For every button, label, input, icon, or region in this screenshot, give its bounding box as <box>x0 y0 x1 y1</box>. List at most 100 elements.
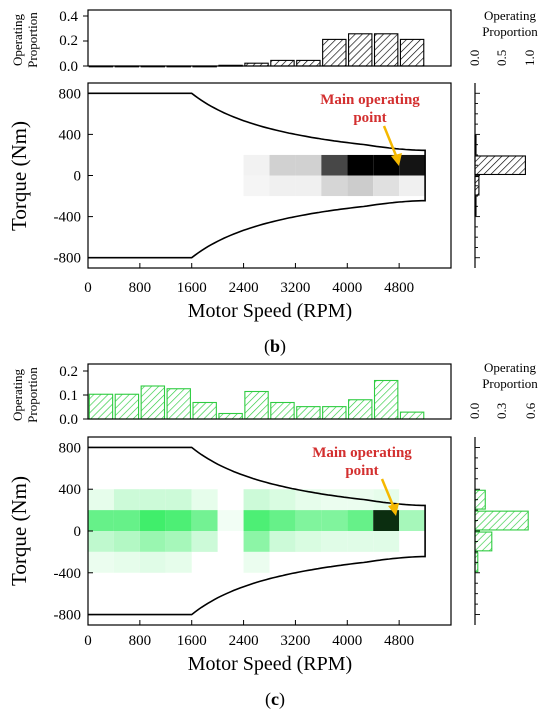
panel-c-heatmap-cell <box>347 531 374 552</box>
panel-b-heatmap-cells <box>243 154 426 197</box>
panel-c-heatmap-cell <box>139 551 166 573</box>
panel-b-label-letter: b <box>270 336 280 356</box>
panel-c-heatmap-cell <box>295 489 322 511</box>
panel-b-xtick-label: 4000 <box>332 280 362 296</box>
panel-c-heatmap-cell <box>373 510 400 531</box>
panel-b-top-bar <box>270 59 295 67</box>
panel-c-heatmap-cell <box>321 489 348 511</box>
panel-c-top-bar <box>166 388 191 420</box>
panel-c-xtick-label: 4800 <box>384 633 414 649</box>
panel-b-heatmap-cell <box>243 154 270 176</box>
panel-b-heatmap-cell <box>243 175 270 197</box>
panel-c: Operating Proportion 0.0 0.1 0.2 Torque … <box>7 360 538 710</box>
panel-c-top-frame <box>87 363 452 420</box>
panel-b-top-ytick-1: 0.2 <box>59 33 78 49</box>
panel-b-right-xtick-0: 0.0 <box>467 50 482 66</box>
panel-b-top-bars <box>88 33 425 68</box>
panel-c-heatmap-cell <box>165 489 192 511</box>
panel-c-heatmap-cell <box>243 531 270 552</box>
panel-b-top-ytick-0: 0.0 <box>59 59 78 75</box>
panel-c-top-bar <box>88 393 114 420</box>
panel-b-xtick-label: 4800 <box>384 280 414 296</box>
panel-b-heatmap-cell <box>399 154 426 176</box>
panel-c-heatmap-cell <box>217 510 244 531</box>
panel-c-label-open: ( <box>265 689 271 710</box>
panel-b-heatmap-cell <box>321 175 348 197</box>
panel-c-top-bar <box>140 385 166 420</box>
panel-b-heatmap-cell <box>269 154 296 176</box>
panel-b-heatmap-cell <box>295 154 322 176</box>
panel-c-heatmap-cell <box>139 510 166 531</box>
panel-c-heatmap-cell <box>165 551 192 573</box>
panel-c-top-ytick-2: 0.2 <box>59 364 78 380</box>
panel-c-heatmap-cell <box>88 551 114 573</box>
panel-c-xtick-label: 2400 <box>229 633 259 649</box>
panel-c-annotation-line1: Main operating <box>312 445 412 461</box>
panel-b-xtick-label: 0 <box>84 280 92 296</box>
panel-b-top-bar <box>296 59 321 67</box>
panel-b-right-xtick-1: 0.5 <box>494 50 509 66</box>
panel-b-annotation-line1: Main operating <box>320 92 420 108</box>
panel-c-heatmap-cell <box>113 551 140 573</box>
panel-c-heatmap-cell <box>399 510 426 531</box>
panel-c-heatmap-cell <box>373 531 400 552</box>
panel-b-right-label-line2: Proportion <box>482 24 538 39</box>
panel-c-ytick-label: 0 <box>74 524 82 540</box>
panel-c-heatmap-cell <box>269 510 296 531</box>
panel-b-top-bar <box>322 38 347 67</box>
panel-b-heatmap-cell <box>295 175 322 197</box>
panel-c-right-histogram: Operating Proportion 0.0 0.3 0.6 <box>467 360 538 625</box>
panel-c-top-bar <box>192 401 217 420</box>
panel-c-heatmap-cell <box>165 531 192 552</box>
panel-c-heatmap-cell <box>321 510 348 531</box>
panel-b-heatmap-cell <box>347 175 374 197</box>
panel-c-right-xtick-2: 0.6 <box>523 402 538 419</box>
panel-c-top-bar <box>244 390 269 420</box>
panel-c-heatmap-cell <box>165 510 192 531</box>
panel-c-heatmap-cell <box>243 489 270 511</box>
panel-c-heatmap-cell <box>88 489 114 511</box>
panel-c-heatmap-cells <box>88 489 426 573</box>
panel-b-right-label-line1: Operating <box>484 8 536 23</box>
panel-b-label: (b) <box>264 336 286 357</box>
panel-b-xticks: 0 800 1600 2400 3200 4000 4800 <box>84 263 414 296</box>
panel-c-annotation-line2: point <box>345 463 378 479</box>
panel-b-xtick-label: 800 <box>129 280 152 296</box>
panel-b-xtick-label: 3200 <box>280 280 310 296</box>
panel-b-top-frame <box>87 9 452 67</box>
panel-c-right-xtick-0: 0.0 <box>467 403 482 419</box>
panel-c-right-label-line1: Operating <box>484 360 536 375</box>
panel-c-heatmap-cell <box>88 510 114 531</box>
panel-c-label-close: ) <box>279 689 285 710</box>
panel-c-heatmap-cell <box>139 531 166 552</box>
panel-b-ytick-label: 800 <box>59 86 82 102</box>
panel-b-xtick-label: 2400 <box>229 280 259 296</box>
panel-b-heatmap-cell <box>399 175 426 197</box>
panel-c-annotation-arrowhead <box>388 503 399 516</box>
panel-c-heatmap-cell <box>321 531 348 552</box>
panel-b-top-histogram: Operating Proportion 0.0 0.2 0.4 <box>10 9 452 75</box>
panel-c-right-label-line2: Proportion <box>482 376 538 391</box>
panel-b-label-close: ) <box>280 336 286 357</box>
panel-c-top-ytick-1: 0.1 <box>59 388 78 404</box>
panel-c-top-ylabel-line1: Operating <box>10 369 25 421</box>
panel-b-ytick-label: 400 <box>59 127 82 143</box>
panel-c-xtick-label: 800 <box>129 633 152 649</box>
panel-c-xtick-label: 0 <box>84 633 92 649</box>
panel-b-xlabel: Motor Speed (RPM) <box>188 300 352 322</box>
panel-b-right-bars <box>474 134 526 217</box>
panel-c-heatmap-cell <box>191 489 218 511</box>
panel-b-top-ytick-2: 0.4 <box>59 9 78 25</box>
panel-b-annotation-arrowhead <box>391 153 402 166</box>
panel-b-ylabel: Torque (Nm) <box>7 121 31 231</box>
panel-b-heatmap-cell <box>373 175 400 197</box>
panel-c-xtick-label: 4000 <box>332 633 362 649</box>
panel-b-heatmap-cell <box>321 154 348 176</box>
panel-c-top-ylabel-line2: Proportion <box>25 367 40 423</box>
panel-c-heatmap-cell <box>269 489 296 511</box>
panel-c-heatmap-cell <box>139 489 166 511</box>
panel-c-xticks: 0 800 1600 2400 3200 4000 4800 <box>84 620 414 649</box>
panel-c-heatmap-cell <box>295 531 322 552</box>
